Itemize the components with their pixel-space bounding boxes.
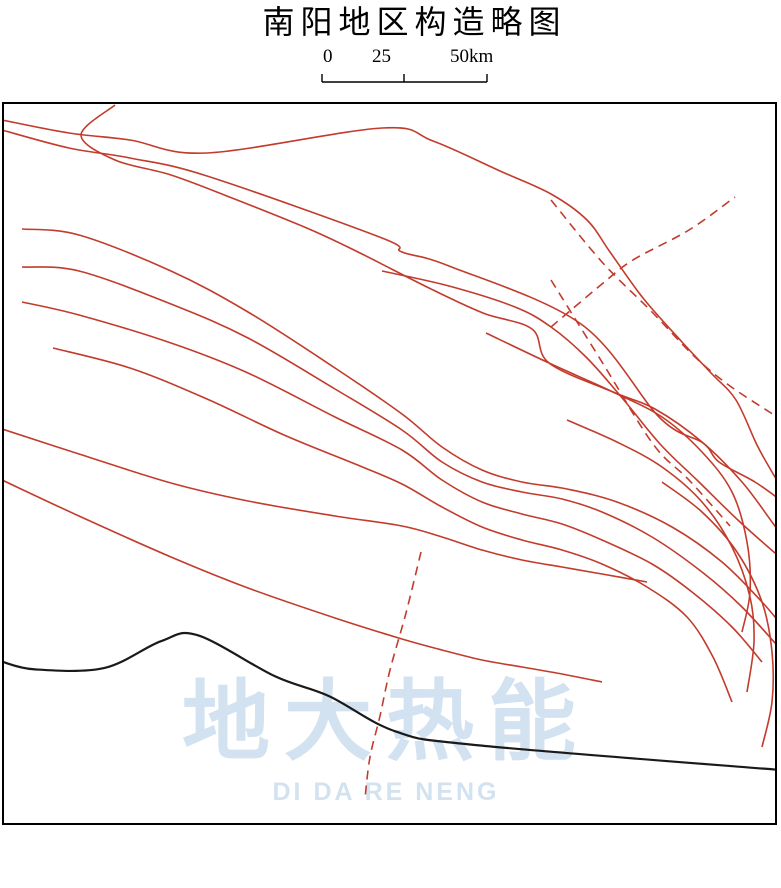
svg-text:DI DA RE NENG: DI DA RE NENG — [273, 778, 500, 806]
svg-text:0: 0 — [323, 46, 333, 67]
svg-text:25: 25 — [372, 46, 391, 67]
svg-text:50km: 50km — [450, 46, 494, 67]
